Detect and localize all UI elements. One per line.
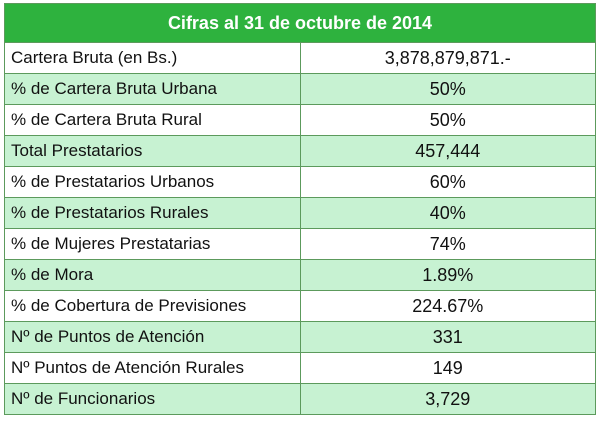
row-value: 331 xyxy=(299,321,596,353)
row-value: 3,878,879,871.- xyxy=(299,42,596,74)
row-label: Cartera Bruta (en Bs.) xyxy=(4,42,301,74)
table-row: % de Prestatarios Urbanos 60% xyxy=(4,166,596,198)
row-label: Total Prestatarios xyxy=(4,135,301,167)
row-value: 74% xyxy=(299,228,596,260)
row-value: 457,444 xyxy=(299,135,596,167)
row-value: 60% xyxy=(299,166,596,198)
table-row: Nº de Funcionarios 3,729 xyxy=(4,383,596,415)
row-value: 50% xyxy=(299,73,596,105)
table-row: % de Cartera Bruta Rural 50% xyxy=(4,104,596,136)
row-label: % de Cartera Bruta Urbana xyxy=(4,73,301,105)
row-label: Nº de Funcionarios xyxy=(4,383,301,415)
row-label: % de Cobertura de Previsiones xyxy=(4,290,301,322)
table-row: % de Prestatarios Rurales 40% xyxy=(4,197,596,229)
table-row: % de Cartera Bruta Urbana 50% xyxy=(4,73,596,105)
table-row: Nº de Puntos de Atención 331 xyxy=(4,321,596,353)
table-row: Total Prestatarios 457,444 xyxy=(4,135,596,167)
row-label: Nº de Puntos de Atención xyxy=(4,321,301,353)
row-label: % de Prestatarios Rurales xyxy=(4,197,301,229)
table-title: Cifras al 31 de octubre de 2014 xyxy=(4,3,596,43)
row-value: 149 xyxy=(299,352,596,384)
table-row: % de Mujeres Prestatarias 74% xyxy=(4,228,596,260)
table-row: % de Cobertura de Previsiones 224.67% xyxy=(4,290,596,322)
figures-table: Cifras al 31 de octubre de 2014 Cartera … xyxy=(4,3,596,415)
row-value: 40% xyxy=(299,197,596,229)
table-row: Cartera Bruta (en Bs.) 3,878,879,871.- xyxy=(4,42,596,74)
row-label: Nº Puntos de Atención Rurales xyxy=(4,352,301,384)
table-row: % de Mora 1.89% xyxy=(4,259,596,291)
row-label: % de Prestatarios Urbanos xyxy=(4,166,301,198)
row-label: % de Cartera Bruta Rural xyxy=(4,104,301,136)
row-label: % de Mora xyxy=(4,259,301,291)
table-header-row: Cifras al 31 de octubre de 2014 xyxy=(4,3,596,43)
row-value: 1.89% xyxy=(299,259,596,291)
row-value: 224.67% xyxy=(299,290,596,322)
row-value: 50% xyxy=(299,104,596,136)
table-row: Nº Puntos de Atención Rurales 149 xyxy=(4,352,596,384)
row-value: 3,729 xyxy=(299,383,596,415)
row-label: % de Mujeres Prestatarias xyxy=(4,228,301,260)
